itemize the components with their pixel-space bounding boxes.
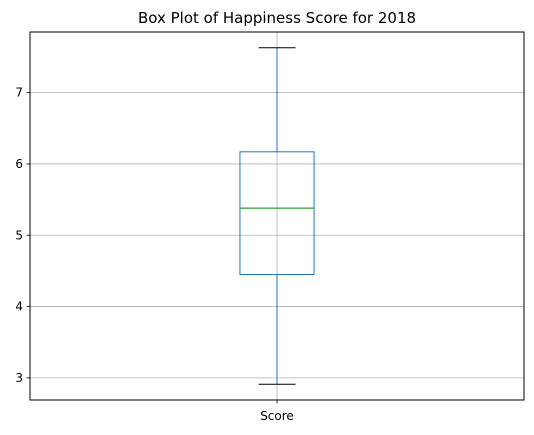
box-layer xyxy=(239,47,315,385)
chart-title: Box Plot of Happiness Score for 2018 xyxy=(138,9,416,27)
iqr-box xyxy=(239,151,315,275)
y-tick-label: 3 xyxy=(15,371,23,385)
y-tick-label: 4 xyxy=(15,300,23,314)
y-tick-label: 5 xyxy=(15,228,23,242)
y-tick-label: 6 xyxy=(15,157,23,171)
x-tick-label: Score xyxy=(260,409,294,423)
y-tick-label: 7 xyxy=(15,86,23,100)
axis-ticks: 3 4 5 6 7 Score xyxy=(15,86,293,423)
